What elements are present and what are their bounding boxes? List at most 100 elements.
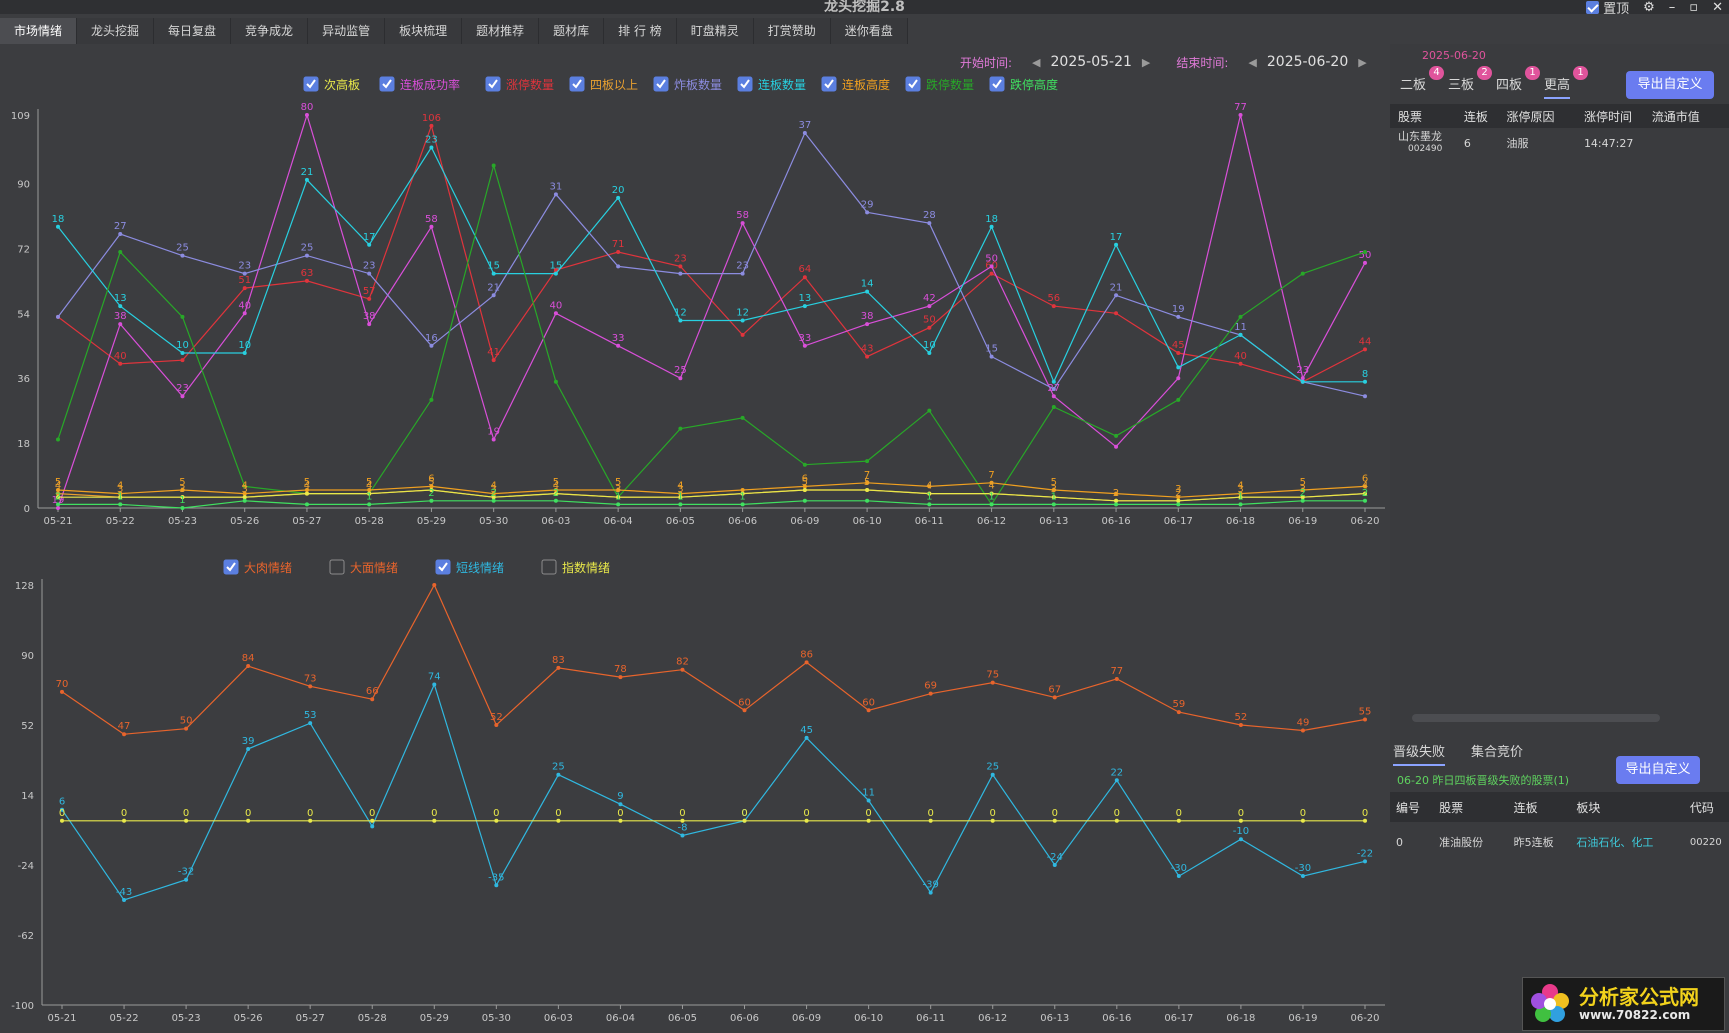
column-header[interactable]: 编号 — [1396, 800, 1421, 815]
tab-1[interactable]: 龙头挖掘 — [77, 18, 155, 44]
legend-item[interactable]: 跌停高度 — [989, 76, 1058, 92]
data-point — [1363, 379, 1367, 384]
legend-item[interactable]: 大肉情绪 — [223, 559, 292, 575]
tab-6[interactable]: 题材推荐 — [462, 18, 540, 44]
horizontal-scrollbar[interactable] — [1412, 714, 1660, 722]
legend-item[interactable]: 大面情绪 — [329, 559, 398, 575]
check-icon — [306, 79, 316, 89]
column-header[interactable]: 涨停原因 — [1506, 109, 1555, 124]
data-label: 49 — [1297, 718, 1310, 729]
lower-tab-0[interactable]: 晋级失败 — [1393, 741, 1446, 766]
data-label: 75 — [986, 670, 999, 681]
column-header[interactable]: 板块 — [1576, 800, 1601, 815]
start-date-value[interactable]: 2025-05-21 — [1050, 54, 1132, 70]
board-tab-0[interactable]: 二板 4 — [1400, 66, 1445, 99]
board-tab-3[interactable]: 更高 1 — [1544, 66, 1589, 99]
data-label: 5 — [1300, 477, 1306, 488]
legend-item[interactable]: 连板数量 — [737, 76, 806, 92]
legend-checkbox[interactable] — [541, 559, 557, 575]
tab-0[interactable]: 市场情绪 — [0, 18, 78, 44]
data-label: 1 — [739, 491, 745, 502]
legend-item[interactable]: 指数情绪 — [541, 559, 610, 575]
close-icon[interactable]: ✕ — [1712, 0, 1723, 15]
data-point — [1114, 778, 1119, 783]
data-label: 106 — [422, 113, 441, 124]
board-tab-1[interactable]: 三板 2 — [1448, 66, 1493, 99]
data-label: 0 — [741, 808, 747, 819]
tab-10[interactable]: 打赏赞助 — [753, 18, 831, 44]
board-tab-2[interactable]: 四板 1 — [1496, 66, 1541, 99]
y-tick-label: 36 — [17, 374, 30, 385]
tab-4[interactable]: 异动监管 — [308, 18, 386, 44]
count-badge: 1 — [1525, 66, 1541, 80]
column-header[interactable]: 连板 — [1463, 109, 1488, 124]
sector-cell[interactable]: 石油石化、化工 — [1576, 836, 1654, 849]
y-tick-label: -62 — [18, 931, 34, 942]
tab-5[interactable]: 板块梳理 — [385, 18, 463, 44]
tab-11[interactable]: 迷你看盘 — [830, 18, 908, 44]
gear-icon[interactable]: ⚙ — [1643, 0, 1655, 15]
minimize-icon[interactable]: – — [1668, 0, 1676, 15]
data-label: 4 — [1237, 481, 1243, 492]
tab-3[interactable]: 竞争成龙 — [231, 18, 309, 44]
pin-top-checkbox[interactable] — [1586, 1, 1600, 14]
start-date-prev-icon[interactable]: ◀ — [1032, 55, 1041, 69]
end-date-value[interactable]: 2025-06-20 — [1266, 54, 1349, 70]
data-label: 5 — [1051, 477, 1057, 488]
tab-7[interactable]: 题材库 — [539, 18, 605, 44]
table-row[interactable]: 0 准油股份 昨5连板 石油石化、化工 00220 — [1390, 822, 1729, 862]
legend-item[interactable]: 四板以上 — [569, 76, 638, 92]
check-icon — [740, 79, 750, 89]
data-label: 5 — [179, 477, 185, 488]
data-label: 3 — [490, 484, 496, 495]
data-label: 10 — [238, 340, 251, 351]
table-row[interactable]: 山东墨龙 002490 6 油服 14:47:27 — [1390, 128, 1729, 158]
legend-item[interactable]: 炸板数量 — [653, 76, 722, 92]
data-label: 4 — [304, 481, 310, 492]
data-label: 20 — [612, 185, 625, 196]
data-point — [990, 680, 995, 685]
export-custom-button-2[interactable]: 导出自定义 — [1616, 756, 1700, 784]
tab-9[interactable]: 盯盘精灵 — [676, 18, 754, 44]
board-tab-label: 四板 — [1496, 78, 1523, 93]
data-point — [367, 322, 372, 327]
check-icon — [382, 79, 392, 89]
flower-logo-icon — [1531, 984, 1569, 1022]
column-header[interactable]: 代码 — [1689, 800, 1714, 815]
legend-item[interactable]: 短线情绪 — [435, 559, 504, 575]
column-header[interactable]: 流通市值 — [1651, 109, 1700, 124]
legend-item[interactable]: 跌停数量 — [905, 76, 974, 92]
column-header[interactable]: 股票 — [1398, 109, 1423, 124]
end-date-next-icon[interactable]: ▶ — [1358, 55, 1367, 69]
stock-name: 山东墨龙 — [1398, 130, 1442, 143]
x-tick-label: 05-26 — [230, 516, 259, 527]
legend-checkbox[interactable] — [329, 559, 345, 575]
end-date-prev-icon[interactable]: ◀ — [1248, 55, 1257, 69]
data-point — [553, 192, 558, 197]
data-point — [304, 502, 309, 507]
data-point — [678, 264, 683, 269]
data-label: 4 — [490, 481, 496, 492]
maximize-icon[interactable]: ▫ — [1689, 0, 1699, 15]
column-header[interactable]: 涨停时间 — [1583, 109, 1632, 124]
start-date-next-icon[interactable]: ▶ — [1141, 55, 1151, 69]
data-label: 80 — [301, 102, 314, 113]
legend-item[interactable]: 连板高度 — [821, 76, 890, 92]
data-label: 58 — [425, 214, 438, 225]
pin-top-toggle[interactable]: 置顶 — [1586, 0, 1629, 17]
time-cell: 14:47:27 — [1583, 136, 1634, 150]
column-header[interactable]: 股票 — [1439, 800, 1464, 815]
failed-promotion-note: 06-20 昨日四板晋级失败的股票(1) — [1397, 774, 1570, 787]
export-custom-button[interactable]: 导出自定义 — [1626, 71, 1714, 99]
legend-item[interactable]: 涨停数量 — [485, 76, 554, 92]
tab-2[interactable]: 每日复盘 — [154, 18, 232, 44]
data-point — [740, 271, 745, 276]
lower-tab-1[interactable]: 集合竞价 — [1471, 745, 1524, 760]
legend-item[interactable]: 次高板 — [303, 76, 360, 92]
x-tick-label: 05-30 — [479, 516, 508, 527]
x-tick-label: 06-06 — [728, 516, 757, 527]
data-point — [1176, 376, 1181, 381]
column-header[interactable]: 连板 — [1513, 800, 1538, 815]
tab-8[interactable]: 排 行 榜 — [604, 18, 677, 44]
legend-item[interactable]: 连板成功率 — [379, 76, 460, 92]
